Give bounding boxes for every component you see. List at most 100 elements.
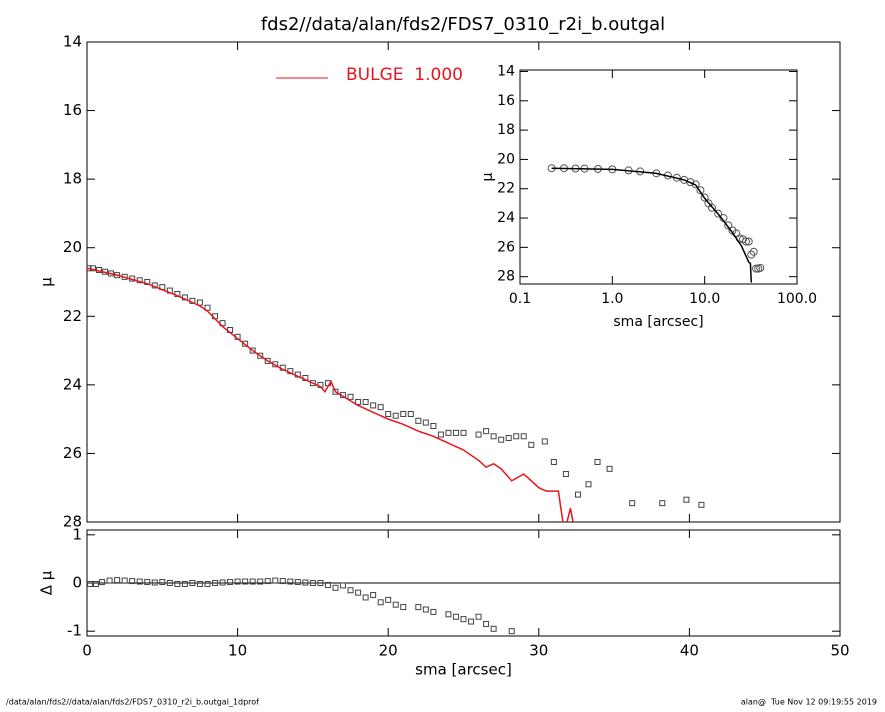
y-tick-label: 18 <box>63 170 82 188</box>
data-point <box>129 578 136 585</box>
data-point <box>181 580 188 587</box>
data-point <box>166 580 173 586</box>
y-axis-label: Δ μ <box>38 570 56 595</box>
footer-left: /data/alan/fds2//data/alan/fds2/FDS7_031… <box>6 698 259 707</box>
y-tick-label: 14 <box>497 63 515 79</box>
data-point <box>332 584 339 591</box>
y-tick-label: 22 <box>63 307 82 325</box>
data-point <box>242 578 249 585</box>
data-point <box>121 577 128 584</box>
data-point <box>189 580 196 586</box>
data-point <box>744 237 753 246</box>
data-point <box>749 247 758 256</box>
data-point <box>686 178 695 187</box>
marks <box>87 265 705 522</box>
data-point <box>752 264 761 273</box>
data-point <box>249 347 256 354</box>
data-point <box>302 579 309 586</box>
data-point <box>362 594 369 601</box>
data-point <box>392 412 399 419</box>
data-point <box>707 203 716 212</box>
data-point <box>445 611 452 618</box>
panel: 0.1 1.0 10.0 100.0 14 16 18 20 22 24 26 28 μ sma [arc… <box>480 63 817 330</box>
data-point <box>196 580 203 587</box>
data-point <box>257 352 264 359</box>
data-point <box>629 500 636 507</box>
data-point <box>340 582 347 589</box>
data-point <box>528 441 535 448</box>
x-tick-label: 30 <box>529 642 548 660</box>
y-tick-label: 28 <box>497 269 515 285</box>
data-point <box>468 618 475 625</box>
data-point <box>541 438 548 445</box>
data-point <box>437 431 444 438</box>
data-point <box>741 237 750 246</box>
y-tick-label: 16 <box>63 101 82 119</box>
data-point <box>756 263 765 272</box>
data-point <box>272 577 279 584</box>
y-tick-label: 16 <box>497 93 515 109</box>
data-point <box>659 500 666 507</box>
data-point <box>691 180 700 189</box>
data-point <box>430 423 437 429</box>
data-point <box>445 429 452 436</box>
x-tick-label: 100.0 <box>777 291 817 307</box>
data-point <box>355 399 362 405</box>
y-tick-label: 28 <box>63 513 82 531</box>
data-point <box>174 580 181 587</box>
data-point <box>508 628 515 635</box>
data-point <box>683 496 690 503</box>
data-point <box>490 625 497 632</box>
data-point <box>347 393 354 400</box>
data-point <box>204 580 211 587</box>
data-point <box>520 433 527 440</box>
data-point <box>309 380 316 387</box>
y-tick-label: 1 <box>72 525 82 543</box>
data-point <box>724 221 733 230</box>
data-point <box>490 433 497 440</box>
data-point <box>483 620 490 627</box>
data-point <box>714 209 723 218</box>
x-tick-label: 50 <box>830 642 849 660</box>
data-point <box>136 578 143 585</box>
x-tick-label: 10.0 <box>689 291 720 307</box>
plot-frame <box>86 41 841 523</box>
data-point <box>87 580 94 587</box>
data-point <box>700 193 709 202</box>
data-point <box>475 431 482 438</box>
y-tick-label: 22 <box>497 181 515 197</box>
x-tick-label: 40 <box>680 642 699 660</box>
data-point <box>264 578 271 585</box>
data-point <box>99 579 106 586</box>
data-point <box>324 581 331 588</box>
panel: 14 16 18 20 22 24 26 28 μ BULGE 1.000 <box>38 33 841 531</box>
data-point <box>606 465 613 472</box>
y-tick-label: 26 <box>497 239 515 255</box>
data-point <box>227 579 234 586</box>
data-point <box>505 435 512 441</box>
data-point <box>452 613 459 620</box>
data-point <box>385 411 392 417</box>
data-point <box>696 186 705 195</box>
data-point <box>452 429 459 436</box>
data-point <box>513 433 520 440</box>
data-point <box>385 596 392 603</box>
data-point <box>550 459 557 465</box>
data-point <box>585 481 592 488</box>
data-point <box>430 608 437 615</box>
y-tick-label: 20 <box>63 238 82 256</box>
data-point <box>159 579 166 586</box>
y-tick-label: 18 <box>497 122 515 138</box>
x-tick-label: 0 <box>82 642 92 660</box>
marks <box>547 164 765 283</box>
data-point <box>377 599 384 606</box>
model-line <box>87 267 574 522</box>
data-point <box>114 577 121 584</box>
data-point <box>144 579 151 586</box>
chart-title: fds2//data/alan/fds2/FDS7_0310_r2i_b.out… <box>261 14 665 35</box>
x-axis-label: sma [arcsec] <box>613 314 703 330</box>
data-point <box>242 340 249 347</box>
x-tick-label: 10 <box>228 642 247 660</box>
data-point <box>287 578 294 585</box>
